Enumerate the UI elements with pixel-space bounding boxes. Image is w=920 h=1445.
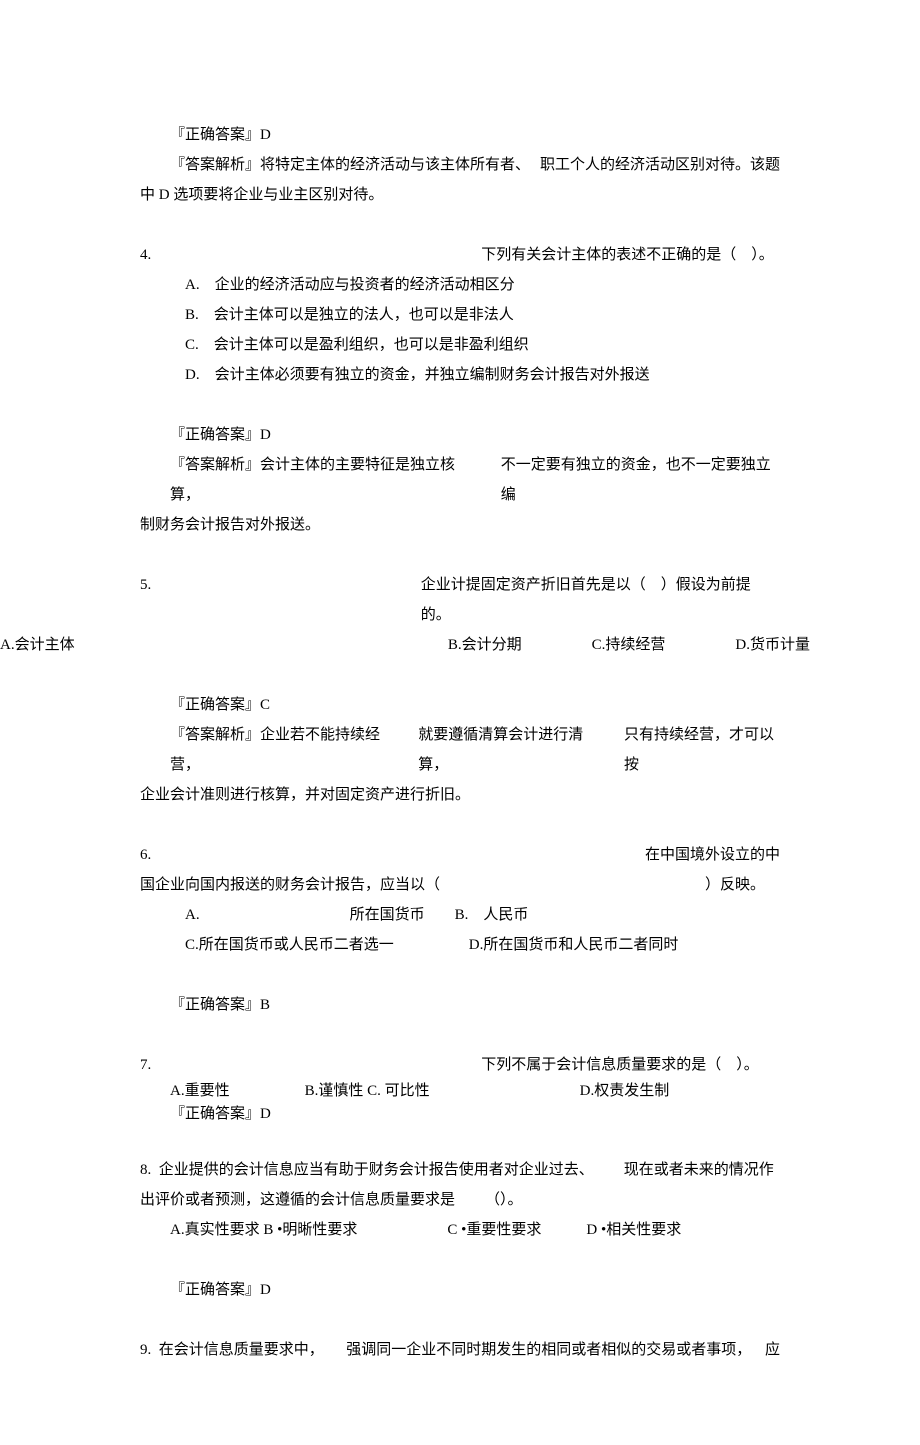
q6-stem2a: 国企业向国内报送的财务会计报告，应当以（ bbox=[140, 870, 440, 900]
q5-explain2: 企业会计准则进行核算，并对固定资产进行折旧。 bbox=[140, 780, 780, 810]
q5-optD: D.货币计量 bbox=[735, 630, 810, 660]
q8-optD: D •相关性要求 bbox=[586, 1215, 681, 1245]
q4-optA: A. 企业的经济活动应与投资者的经济活动相区分 bbox=[140, 270, 780, 300]
q6-opts-row2: C.所在国货币或人民币二者选一 D.所在国货币和人民币二者同时 bbox=[140, 930, 780, 960]
q5-optC: C.持续经营 bbox=[592, 630, 666, 660]
q5-options-row: A.会计主体 B.会计分期 C.持续经营 D.货币计量 bbox=[0, 630, 920, 660]
q7-optA: A.重要性 bbox=[170, 1080, 230, 1103]
q5-answer: 『正确答案』C bbox=[140, 690, 780, 720]
q4-explain1b: 不一定要有独立的资金，也不一定要独立编 bbox=[501, 450, 780, 510]
q6-opts-row1: A. 所在国货币 B. 人民币 bbox=[140, 900, 780, 930]
q5-stem: 企业计提固定资产折旧首先是以（ ）假设为前提的。 bbox=[421, 570, 780, 630]
q7-stem: 下列不属于会计信息质量要求的是（ ）。 bbox=[481, 1050, 759, 1080]
q8-answer: 『正确答案』D bbox=[140, 1275, 780, 1305]
q3-explain-left: 『答案解析』将特定主体的经济活动与该主体所有者、 bbox=[170, 150, 530, 180]
q9-num: 9. bbox=[140, 1335, 151, 1365]
q8-opts-row: A.真实性要求 B •明晰性要求 C •重要性要求 D •相关性要求 bbox=[140, 1215, 780, 1245]
q5-explain1: 『答案解析』企业若不能持续经营， bbox=[170, 720, 397, 780]
q4-optC: C. 会计主体可以是盈利组织，也可以是非盈利组织 bbox=[140, 330, 780, 360]
q6-stem-right: 在中国境外设立的中 bbox=[645, 840, 780, 870]
q8-stem2a: 出评价或者预测，这遵循的会计信息质量要求是 bbox=[140, 1185, 455, 1215]
q6-num: 6. bbox=[140, 840, 151, 870]
q7-optB: B.谨慎性 C. 可比性 bbox=[305, 1080, 430, 1103]
q7-optD: D.权责发生制 bbox=[580, 1080, 670, 1103]
q9-stem-row: 9. 在会计信息质量要求中， 强调同一企业不同时期发生的相同或者相似的交易或者事… bbox=[140, 1335, 780, 1365]
q6-optA: A. bbox=[185, 900, 200, 930]
q8-stem1b: 现在或者未来的情况作 bbox=[624, 1155, 774, 1185]
q8-num: 8. bbox=[140, 1155, 151, 1185]
q8-stem-row1: 8. 企业提供的会计信息应当有助于财务会计报告使用者对企业过去、 现在或者未来的… bbox=[140, 1155, 780, 1185]
q5-explain1b: 就要遵循清算会计进行清算， bbox=[418, 720, 602, 780]
q9-stem1a: 在会计信息质量要求中， bbox=[159, 1335, 324, 1365]
q6-optA-text: 所在国货币 bbox=[350, 900, 425, 930]
q4-optD: D. 会计主体必须要有独立的资金，并独立编制财务会计报告对外报送 bbox=[140, 360, 780, 390]
q8-optC: C •重要性要求 bbox=[447, 1215, 541, 1245]
q8-stem2b: （）。 bbox=[485, 1185, 523, 1215]
q9-stem1b: 强调同一企业不同时期发生的相同或者相似的交易或者事项， bbox=[346, 1335, 751, 1365]
q8-stem1a: 企业提供的会计信息应当有助于财务会计报告使用者对企业过去、 bbox=[159, 1155, 594, 1185]
q5-explain-row: 『答案解析』企业若不能持续经营， 就要遵循清算会计进行清算， 只有持续经营，才可… bbox=[140, 720, 780, 780]
q4-num: 4. bbox=[140, 240, 151, 270]
q9-stem1c: 应 bbox=[765, 1335, 780, 1365]
q8-optA: A.真实性要求 B •明晰性要求 bbox=[170, 1215, 357, 1245]
q7-stem-row: 7. 下列不属于会计信息质量要求的是（ ）。 bbox=[140, 1050, 780, 1080]
q5-stem-row: 5. 企业计提固定资产折旧首先是以（ ）假设为前提的。 bbox=[140, 570, 780, 630]
q7-answer: 『正确答案』D bbox=[140, 1103, 780, 1126]
q4-answer: 『正确答案』D bbox=[140, 420, 780, 450]
q5-optB: B.会计分期 bbox=[448, 630, 522, 660]
q6-optD: D.所在国货币和人民币二者同时 bbox=[469, 930, 679, 960]
q3-explain2: 中 D 选项要将企业与业主区别对待。 bbox=[140, 180, 780, 210]
q3-explain-row: 『答案解析』将特定主体的经济活动与该主体所有者、 职工个人的经济活动区别对待。该… bbox=[140, 150, 780, 180]
q6-optB: B. 人民币 bbox=[455, 900, 529, 930]
q4-stem-row: 4. 下列有关会计主体的表述不正确的是（ ）。 bbox=[140, 240, 780, 270]
q6-optC: C.所在国货币或人民币二者选一 bbox=[185, 930, 394, 960]
q5-optA: A.会计主体 bbox=[0, 630, 75, 660]
q5-num: 5. bbox=[140, 570, 151, 630]
q4-explain1: 『答案解析』会计主体的主要特征是独立核算， bbox=[170, 450, 479, 510]
q4-stem: 下列有关会计主体的表述不正确的是（ ）。 bbox=[481, 240, 774, 270]
q4-explain-row: 『答案解析』会计主体的主要特征是独立核算， 不一定要有独立的资金，也不一定要独立… bbox=[140, 450, 780, 510]
q6-stem2b: ）反映。 bbox=[705, 870, 765, 900]
q3-explain-right: 职工个人的经济活动区别对待。该题 bbox=[540, 150, 780, 180]
q4-optB: B. 会计主体可以是独立的法人，也可以是非法人 bbox=[140, 300, 780, 330]
q8-stem-row2: 出评价或者预测，这遵循的会计信息质量要求是 （）。 bbox=[140, 1185, 780, 1215]
q7-opts-row: A.重要性 B.谨慎性 C. 可比性 D.权责发生制 bbox=[140, 1080, 780, 1103]
q6-stem-row1: 6. 在中国境外设立的中 bbox=[140, 840, 780, 870]
q4-explain2: 制财务会计报告对外报送。 bbox=[140, 510, 780, 540]
q6-answer: 『正确答案』B bbox=[140, 990, 780, 1020]
q3-answer: 『正确答案』D bbox=[140, 120, 780, 150]
q7-num: 7. bbox=[140, 1050, 151, 1080]
q6-stem-row2: 国企业向国内报送的财务会计报告，应当以（ ）反映。 bbox=[140, 870, 780, 900]
q5-explain1c: 只有持续经营，才可以按 bbox=[624, 720, 780, 780]
